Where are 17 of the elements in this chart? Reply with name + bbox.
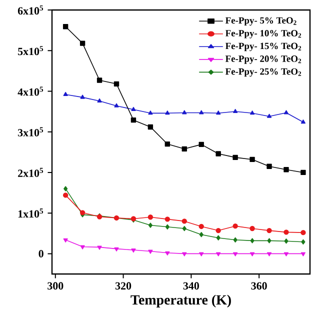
x-tick-label: 360 xyxy=(251,282,267,290)
y-tick-label: 4x10$^{5}$ xyxy=(18,86,44,96)
y-tick-label: 3x10$^{5}$ xyxy=(18,127,44,136)
y-tick-label: 0 xyxy=(38,250,44,258)
y-tick-label: 2x10$^{5}$ xyxy=(18,168,44,178)
legend-label: Fe-Ppy- 10% TeO$_{2}$ xyxy=(225,30,302,38)
x-tick-label: 300 xyxy=(48,282,64,290)
y-tick-label: 6x10$^{5}$ xyxy=(18,5,44,15)
x-tick-label: 340 xyxy=(183,282,199,290)
x-axis-title: Temperature (K) xyxy=(130,294,231,308)
legend-label: Fe-Ppy- 15% TeO$_{2}$ xyxy=(225,42,302,52)
legend-label: Fe-Ppy- 25% TeO$_{2}$ xyxy=(225,68,302,77)
legend-label: Fe-Ppy- 5% TeO$_{2}$ xyxy=(225,17,296,26)
y-tick-label: 1x10$^{5}$ xyxy=(18,208,44,218)
y-tick-label: 5x10$^{5}$ xyxy=(18,46,44,56)
legend-label: Fe-Ppy- 20% TeO$_{2}$ xyxy=(225,56,302,64)
x-tick-label: 320 xyxy=(115,282,132,290)
